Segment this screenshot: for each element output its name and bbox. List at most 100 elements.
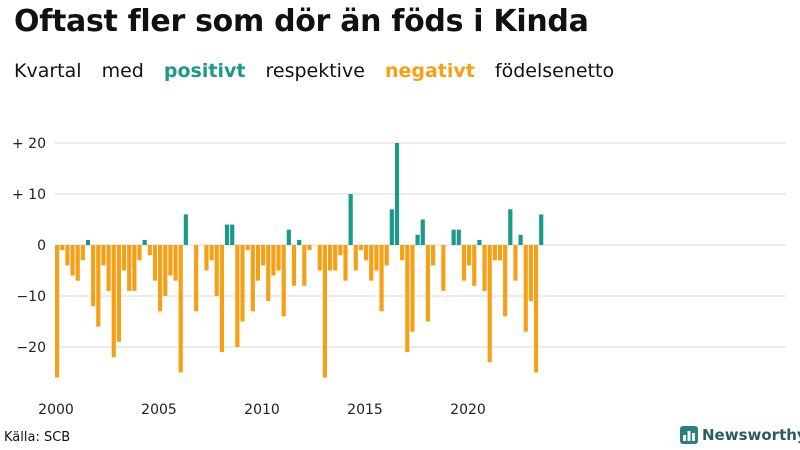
bar xyxy=(96,245,101,327)
bar xyxy=(327,245,333,271)
bar xyxy=(364,245,369,261)
subtitle-positive-label: positivt xyxy=(163,60,246,82)
bar xyxy=(333,245,338,271)
bar xyxy=(281,245,286,317)
bar xyxy=(106,245,111,291)
bar xyxy=(224,224,230,245)
bar xyxy=(394,143,400,245)
bar xyxy=(152,245,158,281)
bar xyxy=(60,245,65,251)
bar xyxy=(55,245,60,378)
bar xyxy=(451,229,456,245)
bar xyxy=(405,245,410,353)
x-tick-label: 2010 xyxy=(244,402,280,418)
bar xyxy=(492,245,497,261)
bar xyxy=(142,239,147,245)
bar xyxy=(503,245,508,317)
bar xyxy=(132,245,137,291)
bar xyxy=(528,245,533,302)
x-tick-label: 2020 xyxy=(450,402,486,418)
bar xyxy=(343,245,348,281)
bar xyxy=(425,245,430,322)
bar xyxy=(539,214,544,245)
chart-subtitle: Kvartal med positivt respektive negativt… xyxy=(14,60,628,82)
y-tick-label: −10 xyxy=(16,289,46,305)
bar xyxy=(482,245,487,291)
bar xyxy=(250,245,255,312)
y-tick-label: + 10 xyxy=(12,187,46,203)
bar xyxy=(400,245,405,261)
subtitle-word-respektive: respektive xyxy=(265,60,365,82)
bar xyxy=(384,245,389,266)
x-tick-label: 2005 xyxy=(141,402,177,418)
bar xyxy=(307,245,312,251)
bar xyxy=(173,245,178,281)
bar xyxy=(358,245,364,251)
bar xyxy=(204,245,209,271)
y-tick-label: 0 xyxy=(37,238,46,254)
bar xyxy=(75,245,80,281)
bar xyxy=(91,245,96,307)
source-note: Källa: SCB xyxy=(4,430,71,445)
newsworthy-logo-icon xyxy=(680,426,698,444)
bar xyxy=(353,245,358,271)
bar xyxy=(441,245,446,291)
bar xyxy=(255,245,261,281)
bar xyxy=(271,245,276,276)
y-tick-label: + 20 xyxy=(12,136,46,152)
subtitle-word-fodelsenetto: födelsenetto xyxy=(494,60,615,82)
bar xyxy=(183,214,188,245)
bar xyxy=(415,234,420,245)
bar xyxy=(286,229,291,245)
bar xyxy=(214,245,219,296)
bar xyxy=(230,224,235,245)
bar xyxy=(523,245,528,332)
bar xyxy=(168,245,173,276)
bar xyxy=(85,239,91,245)
bar xyxy=(477,239,482,245)
bar xyxy=(121,245,127,271)
bar xyxy=(456,229,461,245)
bar xyxy=(317,245,322,271)
bar xyxy=(497,245,503,261)
bar xyxy=(467,245,472,266)
bar xyxy=(348,194,353,245)
bar xyxy=(178,245,183,373)
bar xyxy=(65,245,70,266)
bar xyxy=(379,245,384,312)
bar xyxy=(513,245,518,281)
y-tick-label: −20 xyxy=(16,340,46,356)
bar xyxy=(266,245,271,302)
bar xyxy=(194,245,199,312)
x-tick-label: 2000 xyxy=(38,402,74,418)
bar xyxy=(158,245,163,312)
bar xyxy=(70,245,75,276)
subtitle-word-kvartal: Kvartal xyxy=(14,60,82,82)
bar xyxy=(209,245,214,261)
bar xyxy=(291,245,297,286)
bar xyxy=(518,234,523,245)
brand-name: Newsworthy xyxy=(702,426,800,444)
bar xyxy=(111,245,116,358)
bar xyxy=(338,245,343,256)
bar xyxy=(163,245,168,296)
bar xyxy=(430,245,436,266)
bar xyxy=(487,245,492,363)
bar xyxy=(116,245,121,342)
bar xyxy=(137,245,142,261)
bar xyxy=(101,245,106,266)
brand-logo: Newsworthy xyxy=(680,426,800,444)
bar xyxy=(389,209,394,245)
subtitle-negative-label: negativt xyxy=(384,60,475,82)
chart-title: Oftast fler som dör än föds i Kinda xyxy=(14,4,589,39)
bar xyxy=(533,245,539,373)
bar xyxy=(245,245,250,251)
bar xyxy=(461,245,467,281)
bar xyxy=(302,245,307,286)
bar xyxy=(369,245,374,281)
bar xyxy=(410,245,415,332)
bar xyxy=(374,245,379,271)
bar xyxy=(276,245,281,271)
bar xyxy=(235,245,240,347)
